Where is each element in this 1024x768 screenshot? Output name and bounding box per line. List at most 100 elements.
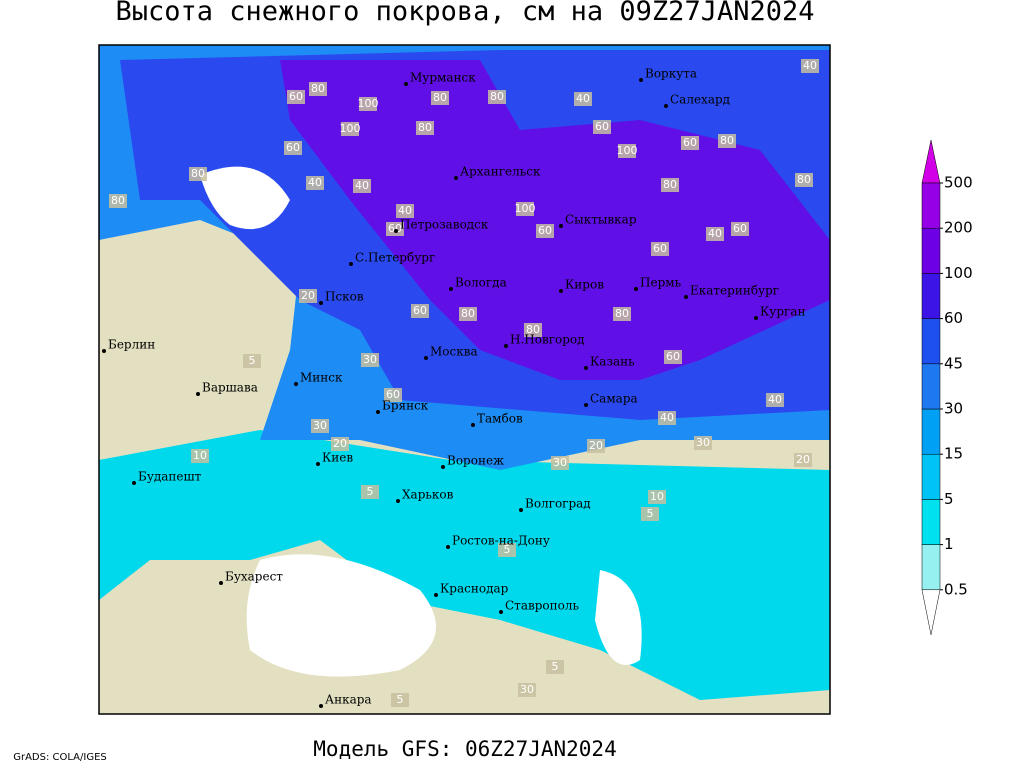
contour-label-box	[498, 543, 516, 557]
colorbar-segment	[921, 408, 941, 455]
contour-label-box	[648, 490, 666, 504]
city-label: Архангельск	[460, 165, 541, 179]
contour-label-box	[524, 323, 542, 337]
colorbar-label: 60	[944, 309, 963, 327]
caspian-sea	[595, 570, 642, 665]
contour-label-box	[353, 179, 371, 193]
colorbar-segment	[921, 273, 941, 319]
contour-label-box	[411, 304, 429, 318]
city-label: Варшава	[202, 381, 258, 395]
contour-label: 40	[768, 393, 782, 406]
contour-label: 20	[796, 453, 810, 466]
contour-label-box	[431, 91, 449, 105]
contour-label-box	[309, 82, 327, 96]
contour-label-box	[546, 660, 564, 674]
contour-label: 80	[311, 82, 325, 95]
contour-label: 80	[797, 173, 811, 186]
city-label: Мурманск	[410, 71, 476, 85]
city-dot	[319, 301, 323, 305]
city-label: Самара	[590, 392, 638, 406]
contour-label: 40	[576, 92, 590, 105]
city-label: Минск	[300, 371, 343, 385]
contour-label-box	[311, 419, 329, 433]
contour-label-box	[618, 144, 636, 158]
contour-label-box	[587, 439, 605, 453]
colorbar-segment	[921, 544, 941, 591]
contour-label: 30	[696, 436, 710, 449]
contour-label-box	[661, 178, 679, 192]
city-label: С.Петербург	[355, 251, 435, 265]
contour-label-box	[574, 92, 592, 106]
contour-label: 5	[552, 660, 559, 673]
contour-label: 60	[386, 388, 400, 401]
title: Высота снежного покрова, см на 09Z27JAN2…	[116, 0, 815, 27]
city-dot	[196, 392, 200, 396]
city-label: Салехард	[670, 93, 730, 107]
black-sea	[246, 554, 436, 677]
colorbar-segment	[921, 182, 941, 229]
contour-label: 80	[615, 307, 629, 320]
contour-label: 5	[249, 354, 256, 367]
contour-label: 60	[388, 222, 402, 235]
contour-label: 40	[355, 179, 369, 192]
colorbar-label: 0.5	[944, 580, 968, 598]
city-dot	[584, 403, 588, 407]
colorbar-segment	[921, 453, 941, 500]
contour-label: 100	[340, 122, 361, 135]
city-label: Ростов-на-Дону	[452, 534, 550, 548]
contour-label-box	[109, 194, 127, 208]
city-dot	[434, 593, 438, 597]
contour-label: 5	[647, 507, 654, 520]
city-dot	[499, 610, 503, 614]
contour-label: 30	[313, 419, 327, 432]
contour-label: 60	[538, 224, 552, 237]
city-dot	[584, 366, 588, 370]
contour-label-box	[243, 354, 261, 368]
contour-label-box	[287, 90, 305, 104]
contour-label: 20	[589, 439, 603, 452]
model-label: Модель GFS: 06Z27JAN2024	[313, 737, 616, 761]
contour-label-box	[681, 136, 699, 150]
contour-label: 60	[413, 304, 427, 317]
city-dot	[664, 104, 668, 108]
contour-label-box	[416, 121, 434, 135]
city-label: Волгоград	[525, 497, 591, 511]
contour-label-box	[391, 693, 409, 707]
contour-label: 80	[461, 307, 475, 320]
city-label: Петрозаводск	[400, 218, 489, 232]
contour-label-box	[694, 436, 712, 450]
city-label: Брянск	[382, 399, 429, 413]
city-dot	[634, 287, 638, 291]
contour-label-box	[361, 485, 379, 499]
city-dot	[376, 410, 380, 414]
contour-label: 40	[708, 227, 722, 240]
contour-label-box	[384, 388, 402, 402]
colorbar-label: 15	[944, 445, 963, 463]
contour-label: 5	[367, 485, 374, 498]
colorbar-label: 500	[944, 174, 973, 192]
contour-label: 40	[398, 204, 412, 217]
city-label: Вологда	[455, 276, 507, 290]
contour-label: 10	[193, 449, 207, 462]
city-dot	[396, 499, 400, 503]
contour-label-box	[613, 307, 631, 321]
contour-label-box	[794, 453, 812, 467]
city-label: Курган	[760, 305, 805, 319]
city-dot	[559, 224, 563, 228]
contour-label-box	[766, 393, 784, 407]
contour-label: 30	[553, 456, 567, 469]
colorbar-label: 45	[944, 354, 963, 372]
contour-label-box	[731, 222, 749, 236]
city-dot	[639, 78, 643, 82]
contour-label-box	[331, 437, 349, 451]
contour-label: 100	[515, 202, 536, 215]
contour-label-box	[361, 353, 379, 367]
contour-label-box	[551, 456, 569, 470]
contour-label-box	[341, 122, 359, 136]
contour-label-box	[593, 120, 611, 134]
contour-label: 80	[526, 323, 540, 336]
colorbar-label: 100	[944, 264, 973, 282]
contour-label: 60	[286, 141, 300, 154]
colorbar-segment	[921, 363, 941, 410]
